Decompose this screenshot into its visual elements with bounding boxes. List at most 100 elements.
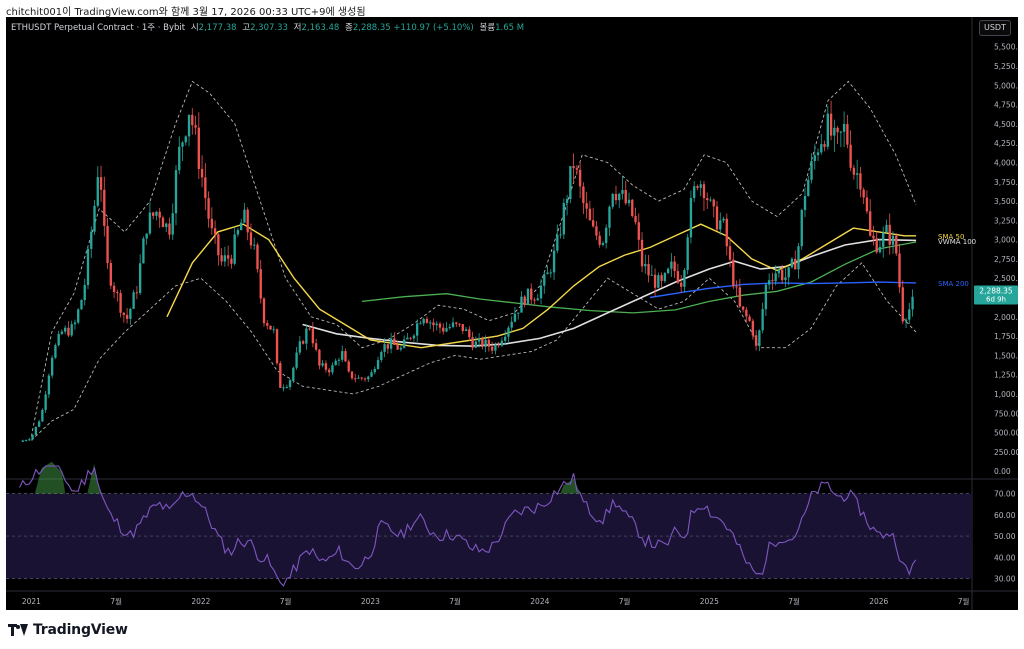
candle-body (145, 233, 148, 239)
candle-body (409, 337, 412, 339)
candle-body (383, 344, 386, 352)
chart-svg[interactable]: 0.00 250.00 500.00 750.00 1,000.00 1,250.00 1,… (6, 17, 1018, 610)
candle-body (129, 308, 132, 319)
candle-body (510, 321, 513, 328)
candle-body (781, 269, 784, 281)
candle-body (243, 209, 246, 223)
time-tick-label: 7월 (280, 596, 292, 606)
price-tick-label: 0.00 (994, 467, 1011, 476)
currency-button[interactable]: USDT (979, 20, 1011, 36)
time-tick-label: 7월 (110, 596, 122, 606)
price-tick-label: 4,750.00 (994, 101, 1018, 110)
candle-body (324, 363, 328, 370)
candle-body (73, 322, 77, 325)
candle-body (764, 284, 768, 310)
candle-body (210, 218, 214, 229)
candle-body (546, 272, 549, 275)
candle-body (204, 177, 207, 199)
candle-body (295, 352, 298, 368)
tradingview-logo[interactable]: TradingView (8, 622, 128, 638)
candle-body (520, 296, 523, 313)
candle-body (419, 323, 422, 325)
candle-body (878, 246, 882, 253)
candle-body (357, 377, 360, 379)
candle-body (455, 322, 458, 324)
candle-body (438, 323, 442, 328)
candle-body (575, 168, 579, 170)
candle-body (712, 199, 715, 207)
candle-body (90, 231, 93, 249)
candle-body (282, 387, 285, 389)
candle-body (57, 333, 60, 346)
candle-body (93, 205, 96, 232)
candle-body (618, 193, 621, 201)
candle-body (155, 211, 158, 216)
current-price-value: 2,288.35 (979, 287, 1013, 296)
candle-body (54, 345, 57, 358)
candle-body (96, 177, 99, 206)
candle-body (826, 113, 829, 147)
candle-body (803, 195, 807, 211)
candle-body (823, 144, 826, 147)
candle-body (230, 258, 233, 264)
candle-body (217, 234, 220, 256)
rsi-line (19, 465, 917, 587)
candle-body (464, 329, 468, 331)
candle-body (911, 296, 914, 310)
symbol-name[interactable]: ETHUSDT Perpetual Contract · 1주 · Bybit (11, 23, 186, 33)
candle-body (650, 274, 653, 276)
candle-body (686, 237, 689, 271)
candle-body (875, 238, 878, 253)
price-tick-label: 3,000.00 (994, 236, 1018, 245)
candle-body (846, 123, 849, 145)
candle-body (621, 189, 624, 194)
candle-body (109, 263, 112, 286)
candle-body (50, 357, 54, 376)
candle-body (142, 238, 145, 264)
candle-body (741, 306, 745, 310)
candle-body (549, 272, 552, 274)
candle-body (539, 285, 543, 299)
candle-body (178, 146, 181, 171)
candle-body (732, 259, 735, 287)
candle-body (328, 369, 331, 373)
candle-body (745, 309, 748, 317)
chart-frame: 0.00 250.00 500.00 750.00 1,000.00 1,250.00 1,… (6, 17, 1018, 610)
volume-label: 볼륨 (479, 23, 496, 33)
candle-body (448, 326, 451, 329)
candle-body (367, 376, 370, 380)
candle-body (70, 324, 73, 336)
candle-body (347, 361, 350, 372)
candle-body (402, 339, 406, 348)
rsi-tick-label: 70.00 (994, 490, 1016, 499)
vwma-100-line (302, 238, 917, 347)
price-tick-label: 1,500.00 (994, 351, 1018, 360)
candle-body (556, 235, 559, 251)
candle-body (585, 203, 588, 209)
candle-body (24, 440, 28, 442)
candle-body (865, 197, 869, 212)
candle-body (314, 343, 318, 350)
candle-body (116, 292, 119, 294)
candle-body (386, 344, 390, 349)
candle-body (103, 189, 106, 226)
moving-averages (166, 223, 917, 349)
candle-body (363, 378, 367, 380)
candle-body (389, 338, 393, 349)
candle-body (376, 360, 380, 370)
rsi-pane (6, 461, 972, 587)
candle-body (784, 277, 787, 281)
candle-body (572, 166, 575, 169)
candle-body (21, 440, 24, 442)
candle-body (451, 322, 455, 327)
candle-body (523, 296, 526, 306)
candle-body (396, 344, 399, 350)
candle-body (445, 328, 448, 332)
candle-body (67, 327, 70, 336)
candle-body (689, 198, 693, 238)
candle-body (458, 323, 461, 325)
candle-body (657, 275, 660, 288)
candle-body (233, 234, 236, 264)
candle-body (507, 327, 510, 337)
axes: 0.00 250.00 500.00 750.00 1,000.00 1,250.00 1,… (22, 43, 1018, 606)
